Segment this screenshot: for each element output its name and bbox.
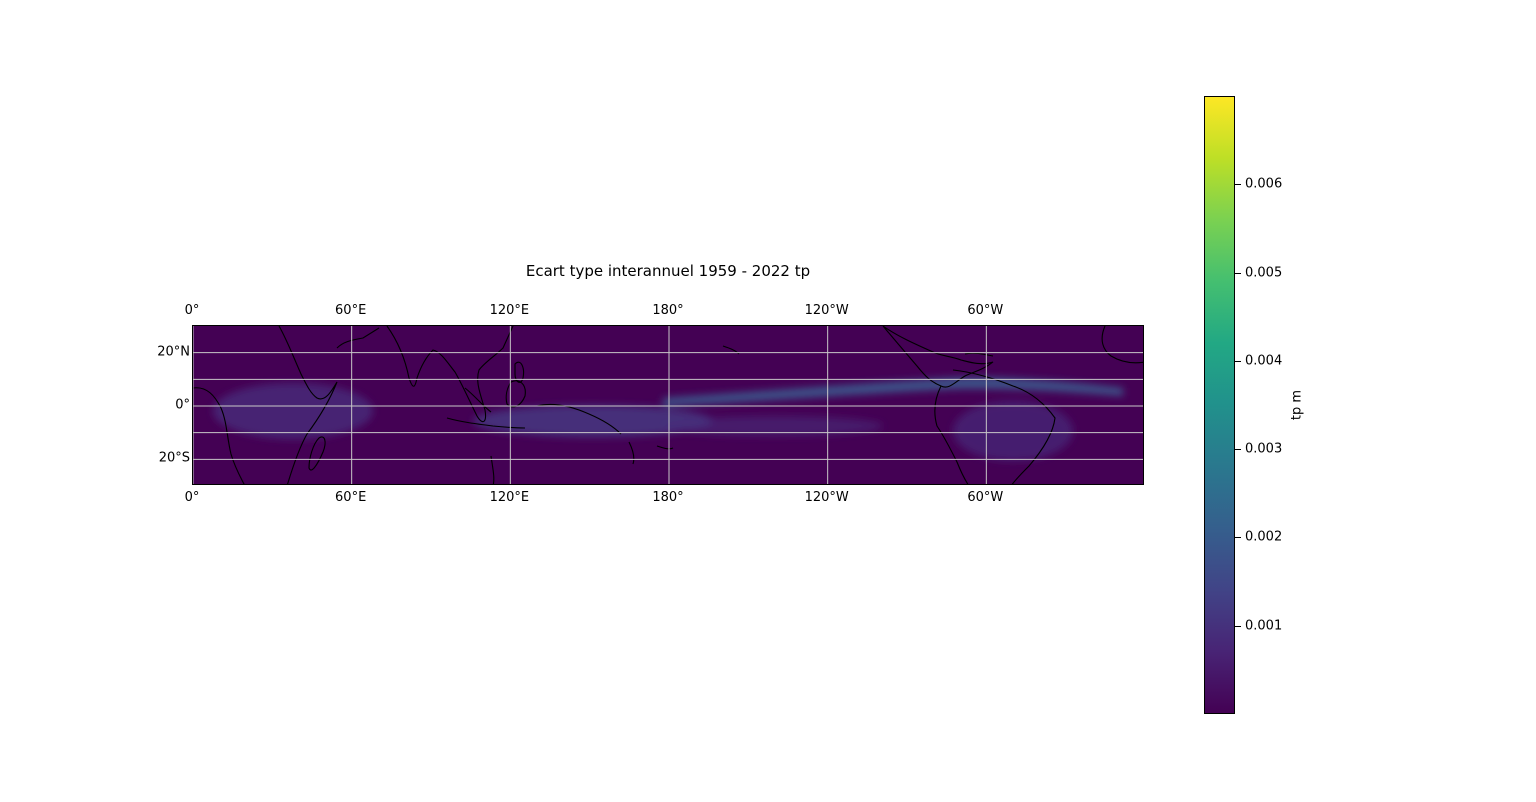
coastline-segment bbox=[628, 441, 635, 465]
colorbar-tick-mark bbox=[1235, 537, 1241, 539]
coastline-segment bbox=[964, 352, 994, 357]
maritime-continent-band bbox=[473, 405, 713, 437]
colorbar-tick-label: 0.003 bbox=[1245, 441, 1283, 457]
map-title: Ecart type interannuel 1959 - 2022 tp bbox=[525, 262, 811, 280]
lon-tick-label: 0° bbox=[184, 490, 200, 505]
coastline-segment bbox=[193, 387, 245, 484]
lat-tick-label: 20°S bbox=[158, 450, 190, 466]
lon-tick-label: 60°W bbox=[967, 490, 1004, 505]
colorbar-label: tp m bbox=[1289, 389, 1305, 421]
coastline-segment bbox=[1101, 326, 1143, 364]
coastline-segment bbox=[464, 387, 492, 413]
colorbar-tick-mark bbox=[1235, 449, 1241, 451]
lon-tick-label: 120°E bbox=[489, 490, 530, 505]
coastline-segment bbox=[308, 436, 326, 471]
colorbar bbox=[1204, 96, 1235, 714]
colorbar-tick-label: 0.004 bbox=[1245, 353, 1283, 369]
map-panel bbox=[192, 325, 1144, 485]
coastline-segment bbox=[505, 380, 526, 408]
africa-region bbox=[213, 383, 373, 439]
lon-tick-label: 180° bbox=[652, 303, 684, 318]
precip-std-field bbox=[213, 377, 1123, 461]
coastline-segment bbox=[336, 327, 380, 349]
lon-tick-label: 120°W bbox=[804, 303, 849, 318]
lat-tick-label: 20°N bbox=[157, 344, 190, 360]
colorbar-tick-mark bbox=[1235, 625, 1241, 627]
coastline-segment bbox=[536, 403, 622, 435]
lon-tick-label: 60°E bbox=[335, 490, 367, 505]
lon-tick-label: 60°W bbox=[967, 303, 1004, 318]
colorbar-tick-mark bbox=[1235, 272, 1241, 274]
lon-tick-label: 0° bbox=[184, 303, 200, 318]
lon-tick-label: 60°E bbox=[335, 303, 367, 318]
south-america-region bbox=[953, 401, 1073, 461]
colorbar-tick-label: 0.001 bbox=[1245, 618, 1283, 634]
coastline-segment bbox=[934, 385, 969, 484]
lat-tick-label: 0° bbox=[175, 397, 190, 413]
coastline-segment bbox=[490, 455, 495, 484]
gridlines bbox=[193, 326, 1143, 484]
itcz-band bbox=[663, 377, 1123, 406]
lon-tick-label: 180° bbox=[652, 490, 684, 505]
coastline-segment bbox=[446, 417, 526, 429]
colorbar-tick-label: 0.002 bbox=[1245, 529, 1283, 545]
coastline-segment bbox=[656, 445, 674, 450]
colorbar-tick-mark bbox=[1235, 184, 1241, 186]
colorbar-tick-label: 0.005 bbox=[1245, 265, 1283, 281]
lon-tick-label: 120°E bbox=[489, 303, 530, 318]
colorbar-tick-label: 0.006 bbox=[1245, 176, 1283, 192]
coastline-segment bbox=[278, 326, 338, 484]
map-canvas bbox=[193, 326, 1143, 484]
lon-tick-label: 120°W bbox=[804, 490, 849, 505]
coastline-segment bbox=[386, 326, 514, 423]
colorbar-tick-mark bbox=[1235, 360, 1241, 362]
coastline-segment bbox=[514, 361, 525, 383]
